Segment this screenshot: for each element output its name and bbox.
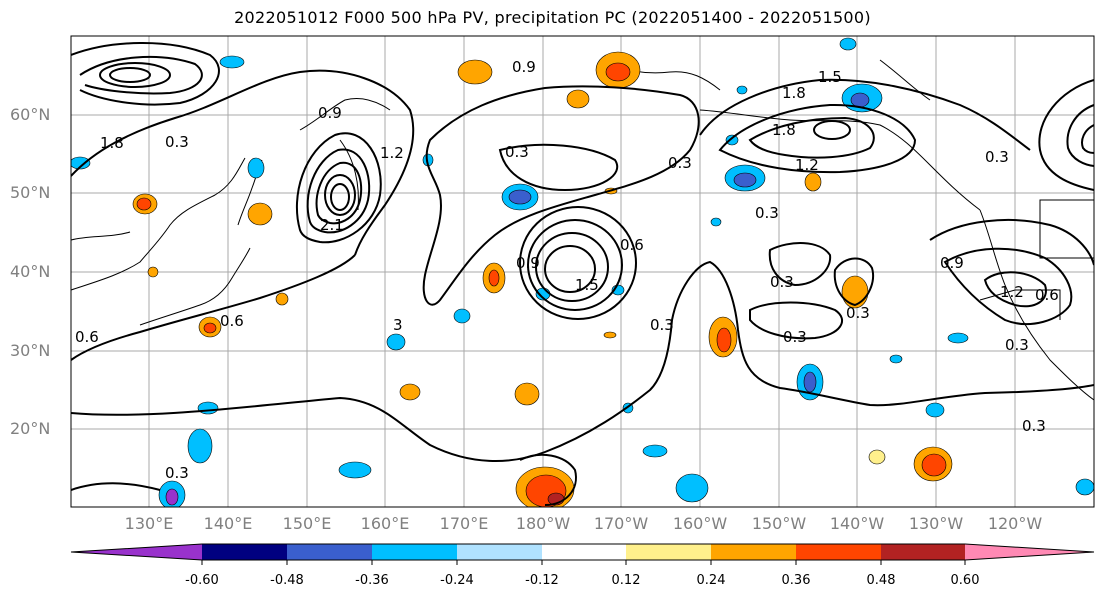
contour-label: 0.6	[620, 236, 644, 254]
contour-label: 1.8	[782, 84, 806, 102]
contour-label: 0.9	[516, 254, 540, 272]
colorbar-segment	[71, 544, 202, 560]
lon-label: 120°W	[987, 514, 1043, 533]
colorbar-segment	[881, 544, 965, 560]
lon-label: 150°W	[751, 514, 807, 533]
contour-label: 2.1	[320, 216, 344, 234]
colorbar-segment	[372, 544, 457, 560]
contour-label: 0.3	[755, 204, 779, 222]
pv-contours	[71, 42, 1094, 506]
contour-label: 0.3	[846, 304, 870, 322]
colorbar-segment	[711, 544, 796, 560]
lat-label-30n: 30°N	[10, 341, 51, 360]
contour-label: 0.3	[165, 464, 189, 482]
contour-label: 1.5	[818, 68, 842, 86]
contour-label: 0.3	[1005, 336, 1029, 354]
colorbar-tick-label: 0.48	[866, 573, 896, 588]
colorbar-segment	[542, 544, 626, 560]
contour-label: 0.6	[1035, 286, 1059, 304]
colorbar-tick-label: 0.36	[781, 573, 811, 588]
contour-label: 0.6	[75, 328, 99, 346]
lon-label: 160°W	[672, 514, 728, 533]
colorbar-tick-label: -0.12	[525, 573, 559, 588]
lon-label: 130°W	[908, 514, 964, 533]
contour-label: 1.5	[575, 276, 599, 294]
colorbar-tick-label: 0.24	[696, 573, 726, 588]
contour-label: 1.2	[1000, 283, 1024, 301]
colorbar-segment	[457, 544, 542, 560]
contour-label: 1.8	[100, 134, 124, 152]
lon-label: 140°E	[203, 514, 253, 533]
lon-label: 170°W	[593, 514, 649, 533]
contour-label: 0.6	[220, 312, 244, 330]
colorbar-segment	[965, 544, 1094, 560]
contour-label: 0.3	[783, 328, 807, 346]
contour-label: 0.3	[650, 316, 674, 334]
colorbar	[70, 543, 1095, 565]
contour-label: 0.3	[668, 154, 692, 172]
contour-label: 0.9	[318, 104, 342, 122]
colorbar-tick-label: -0.60	[185, 573, 219, 588]
lat-label-20n: 20°N	[10, 419, 51, 438]
colorbar-segment	[202, 544, 287, 560]
lat-label-50n: 50°N	[10, 183, 51, 202]
contour-label: 0.9	[512, 58, 536, 76]
contour-label: 0.3	[770, 273, 794, 291]
colorbar-tick-label: -0.24	[440, 573, 474, 588]
map-title: 2022051012 F000 500 hPa PV, precipitatio…	[234, 8, 871, 27]
contour-label: 1.8	[772, 121, 796, 139]
map-border	[70, 35, 1095, 508]
colorbar-tick-label: 0.60	[950, 573, 980, 588]
lon-label: 160°E	[360, 514, 410, 533]
precip-positive-areas	[132, 51, 953, 507]
colorbar-tick-label: 0.12	[611, 573, 641, 588]
colorbar-segment	[287, 544, 372, 560]
lon-label: 130°E	[124, 514, 174, 533]
contour-label: 1.2	[795, 156, 819, 174]
contour-label: 1.2	[380, 144, 404, 162]
lon-label: 140°W	[829, 514, 885, 533]
lat-label-60n: 60°N	[10, 105, 51, 124]
contour-label: 0.3	[505, 143, 529, 161]
contour-label: 0.9	[940, 254, 964, 272]
lat-label-40n: 40°N	[10, 262, 51, 281]
colorbar-segment	[796, 544, 881, 560]
contour-labels: 0.3 0.3 0.3 0.3 0.3 0.3 0.3 0.3 0.3 0.3 …	[75, 58, 1059, 482]
contour-label: 0.3	[165, 133, 189, 151]
colorbar-segment	[626, 544, 711, 560]
colorbar-tick-label: -0.48	[270, 573, 304, 588]
contour-label: 0.3	[985, 148, 1009, 166]
colorbar-tick-label: -0.36	[355, 573, 389, 588]
contour-label: 3	[393, 316, 403, 334]
lon-label: 150°E	[282, 514, 332, 533]
lon-label: 180°W	[515, 514, 571, 533]
lon-label: 170°E	[439, 514, 489, 533]
contour-label: 0.3	[1022, 417, 1046, 435]
